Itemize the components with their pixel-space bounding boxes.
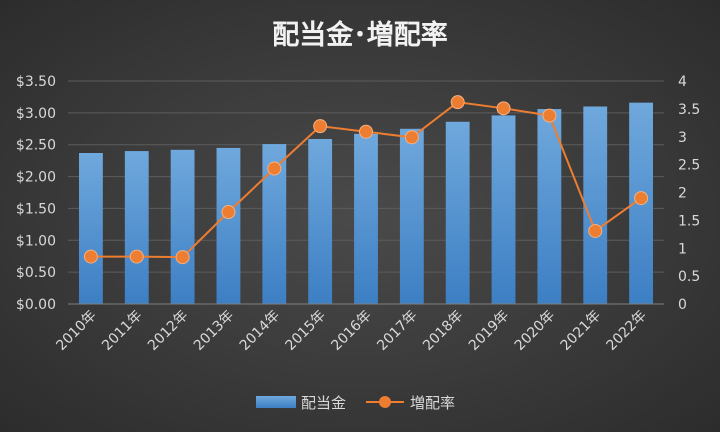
line-point — [496, 101, 511, 116]
x-tick-label: 2020年 — [512, 308, 558, 354]
bar — [491, 115, 516, 304]
right-axis: 0 0.5 1 1.5 2 2.5 3 3.5 4 — [678, 74, 700, 313]
right-tick-label: 0 — [678, 297, 687, 313]
line-point — [129, 249, 144, 264]
left-tick-label: $2.00 — [16, 170, 56, 186]
right-tick-label: 3 — [678, 130, 687, 146]
left-tick-label: $3.50 — [16, 74, 56, 90]
x-tick-label: 2011年 — [99, 308, 145, 354]
line-point — [450, 95, 465, 110]
bar — [262, 144, 287, 304]
legend-bar-swatch — [256, 396, 296, 408]
line-point — [221, 205, 236, 220]
x-tick-label: 2021年 — [558, 308, 604, 354]
legend-line-marker — [379, 396, 391, 408]
left-tick-label: $1.50 — [16, 201, 56, 217]
bar — [124, 151, 149, 304]
bar — [583, 106, 608, 304]
line-point — [83, 249, 98, 264]
x-tick-label: 2014年 — [237, 308, 283, 354]
x-tick-label: 2012年 — [145, 308, 191, 354]
bar — [79, 152, 103, 304]
bar-series — [79, 102, 653, 304]
bar — [399, 128, 424, 304]
legend-bar-label: 配当金 — [301, 394, 346, 412]
x-tick-label: 2010年 — [53, 308, 99, 354]
line-point — [359, 124, 373, 139]
left-tick-label: $0.50 — [16, 265, 56, 281]
right-tick-label: 1 — [678, 241, 687, 257]
line-point — [634, 191, 649, 206]
bar — [308, 138, 333, 304]
line-point — [542, 108, 557, 123]
line-series — [83, 95, 649, 265]
x-tick-label: 2019年 — [466, 308, 512, 354]
bar — [537, 109, 562, 304]
left-tick-label: $3.00 — [16, 106, 56, 122]
line-point — [267, 161, 282, 176]
left-axis: $0.00 $0.50 $1.00 $1.50 $2.00 $2.50 $3.00 $3.50 — [16, 74, 56, 313]
line-point — [313, 119, 328, 134]
line-point — [404, 130, 419, 145]
left-tick-label: $2.50 — [16, 138, 56, 154]
bar — [170, 149, 195, 304]
x-tick-label: 2016年 — [328, 308, 374, 354]
x-tick-label: 2013年 — [191, 308, 237, 354]
bar — [445, 121, 470, 304]
left-tick-label: $1.00 — [16, 233, 56, 249]
right-tick-label: 0.5 — [678, 269, 700, 285]
x-axis: 2010年 2011年 2012年 2013年 2014年 2015年 2016年 2017年… — [53, 303, 664, 354]
line-point — [588, 223, 603, 238]
x-tick-label: 2017年 — [374, 308, 420, 354]
x-tick-label: 2022年 — [603, 308, 649, 354]
bar — [216, 147, 241, 304]
right-tick-label: 1.5 — [678, 213, 700, 229]
right-tick-label: 4 — [678, 74, 687, 90]
chart-title: 配当金･増配率 — [272, 19, 448, 51]
legend: 配当金 増配率 — [256, 394, 455, 412]
left-tick-label: $0.00 — [16, 297, 56, 313]
right-tick-label: 3.5 — [678, 102, 700, 118]
legend-line-label: 増配率 — [410, 394, 455, 412]
right-tick-label: 2.5 — [678, 158, 700, 174]
x-tick-label: 2018年 — [420, 308, 466, 354]
line-point — [175, 250, 190, 265]
right-tick-label: 2 — [678, 186, 687, 202]
x-tick-label: 2015年 — [283, 308, 329, 354]
bar — [354, 133, 378, 304]
